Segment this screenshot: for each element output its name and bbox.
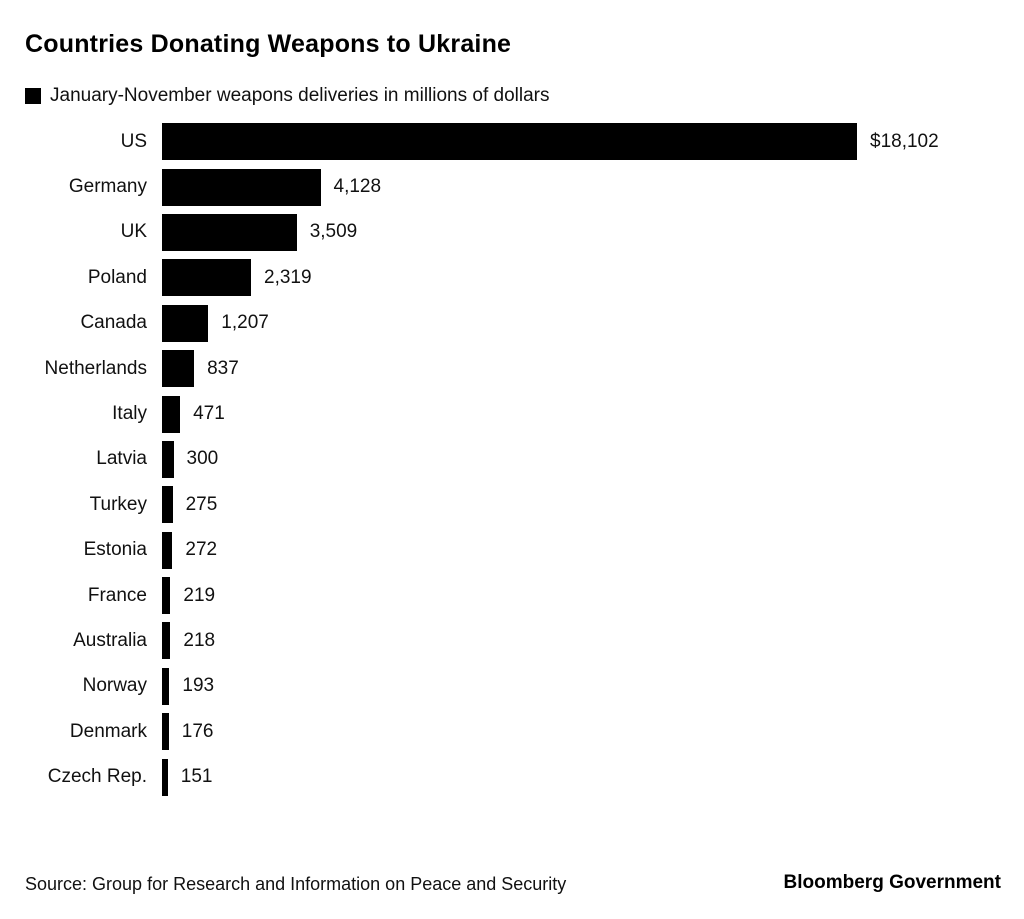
value-label: 275 <box>185 493 218 515</box>
legend-swatch-icon <box>25 88 41 104</box>
bar-row: Italy 471 <box>0 391 1024 436</box>
bar <box>162 531 173 569</box>
country-label: UK <box>120 221 147 243</box>
bar-track: 193 <box>162 664 1024 709</box>
country-label: France <box>87 584 147 606</box>
country-label: Canada <box>80 312 147 334</box>
bar-track: 3,509 <box>162 210 1024 255</box>
bar-track: 471 <box>162 391 1024 436</box>
country-label: Norway <box>82 675 147 697</box>
bar <box>162 713 169 751</box>
value-label: 193 <box>182 675 215 697</box>
bar-track: 2,319 <box>162 255 1024 300</box>
bar-row: France 219 <box>0 573 1024 618</box>
value-label: 272 <box>185 539 218 561</box>
bar-row: Canada 1,207 <box>0 301 1024 346</box>
bar-track: 219 <box>162 573 1024 618</box>
bar <box>162 259 251 297</box>
legend-label: January-November weapons deliveries in m… <box>50 85 550 106</box>
bar-row: Estonia 272 <box>0 528 1024 573</box>
value-label: 2,319 <box>264 266 312 288</box>
country-label: US <box>120 130 147 152</box>
bar <box>162 440 174 478</box>
country-label: Australia <box>73 629 147 651</box>
bar <box>162 577 171 615</box>
country-label: Netherlands <box>44 357 147 379</box>
bar-track: 275 <box>162 482 1024 527</box>
bar <box>162 622 171 660</box>
country-label: Denmark <box>69 720 147 742</box>
country-label: Turkey <box>89 493 147 515</box>
bar-row: Germany 4,128 <box>0 164 1024 209</box>
bar-track: 300 <box>162 437 1024 482</box>
bar-row: Latvia 300 <box>0 437 1024 482</box>
bar-track: 176 <box>162 709 1024 754</box>
country-label: Latvia <box>96 448 147 470</box>
country-label: Germany <box>68 176 147 198</box>
bar-row: UK 3,509 <box>0 210 1024 255</box>
bar-row: Denmark 176 <box>0 709 1024 754</box>
brand-logo: Bloomberg Government <box>783 872 1001 893</box>
bar-row: Norway 193 <box>0 664 1024 709</box>
bar-track: 218 <box>162 618 1024 663</box>
country-label: Italy <box>112 403 147 425</box>
bar <box>162 213 297 251</box>
value-label: 3,509 <box>309 221 358 243</box>
value-label: 471 <box>193 403 225 425</box>
bar <box>162 350 195 388</box>
bar <box>162 486 173 524</box>
value-label: 837 <box>207 357 239 379</box>
bar <box>162 123 857 161</box>
source-note: Source: Group for Research and Informati… <box>25 874 567 894</box>
bar-track: $18,102 <box>162 119 1024 164</box>
bar-track: 837 <box>162 346 1024 391</box>
bar-row: Australia 218 <box>0 618 1024 663</box>
value-label: 300 <box>186 448 219 470</box>
bar <box>162 395 181 433</box>
bar <box>162 168 321 206</box>
bar-chart: US $18,102 Germany 4,128 UK 3,509 Poland 2,319 C… <box>0 119 1024 800</box>
bar-track: 1,207 <box>162 301 1024 346</box>
bar-track: 151 <box>162 754 1024 799</box>
value-label: 218 <box>183 629 216 651</box>
value-label: $18,102 <box>870 130 939 152</box>
page-title: Countries Donating Weapons to Ukraine <box>25 30 512 58</box>
legend: January-November weapons deliveries in m… <box>25 85 550 107</box>
bar <box>162 667 170 705</box>
bar-row: Poland 2,319 <box>0 255 1024 300</box>
bar-row: Netherlands 837 <box>0 346 1024 391</box>
country-label: Poland <box>87 266 147 288</box>
bar-row: Turkey 275 <box>0 482 1024 527</box>
bar <box>162 758 168 796</box>
value-label: 176 <box>181 720 214 742</box>
country-label: Estonia <box>83 539 147 561</box>
bar-track: 4,128 <box>162 164 1024 209</box>
bar-row: US $18,102 <box>0 119 1024 164</box>
bar-row: Czech Rep. 151 <box>0 754 1024 799</box>
bar <box>162 304 209 342</box>
bar-track: 272 <box>162 528 1024 573</box>
value-label: 151 <box>180 766 213 788</box>
value-label: 1,207 <box>221 312 269 334</box>
value-label: 4,128 <box>333 176 382 198</box>
country-label: Czech Rep. <box>47 766 147 788</box>
value-label: 219 <box>183 584 216 606</box>
